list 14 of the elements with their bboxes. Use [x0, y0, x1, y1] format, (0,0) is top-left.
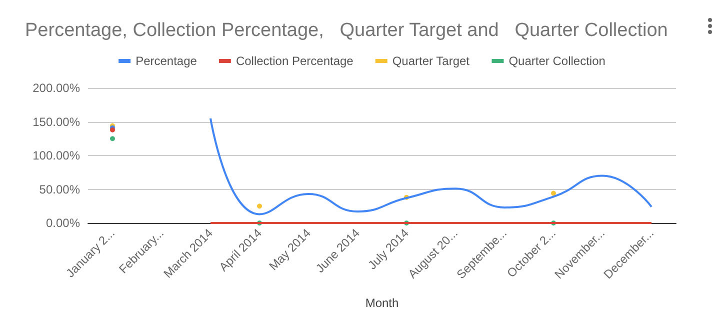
legend-label: Quarter Collection	[508, 54, 606, 68]
y-tick-label: 200.00%	[32, 81, 80, 95]
y-tick-label: 0.00%	[46, 216, 80, 230]
legend-label: Percentage	[136, 54, 198, 68]
chart-title: Percentage, Collection Percentage, Quarter Target and Quarter Collection	[25, 20, 668, 41]
y-tick-label: 50.00%	[39, 182, 80, 196]
point	[257, 204, 262, 209]
point	[110, 136, 115, 142]
x-axis-title: Month	[365, 296, 399, 310]
legend-label: Collection Percentage	[236, 54, 354, 68]
y-tick-label: 100.00%	[32, 148, 80, 162]
point	[551, 190, 556, 196]
legend-label: Quarter Target	[392, 54, 470, 68]
y-tick-label: 150.00%	[32, 114, 80, 129]
